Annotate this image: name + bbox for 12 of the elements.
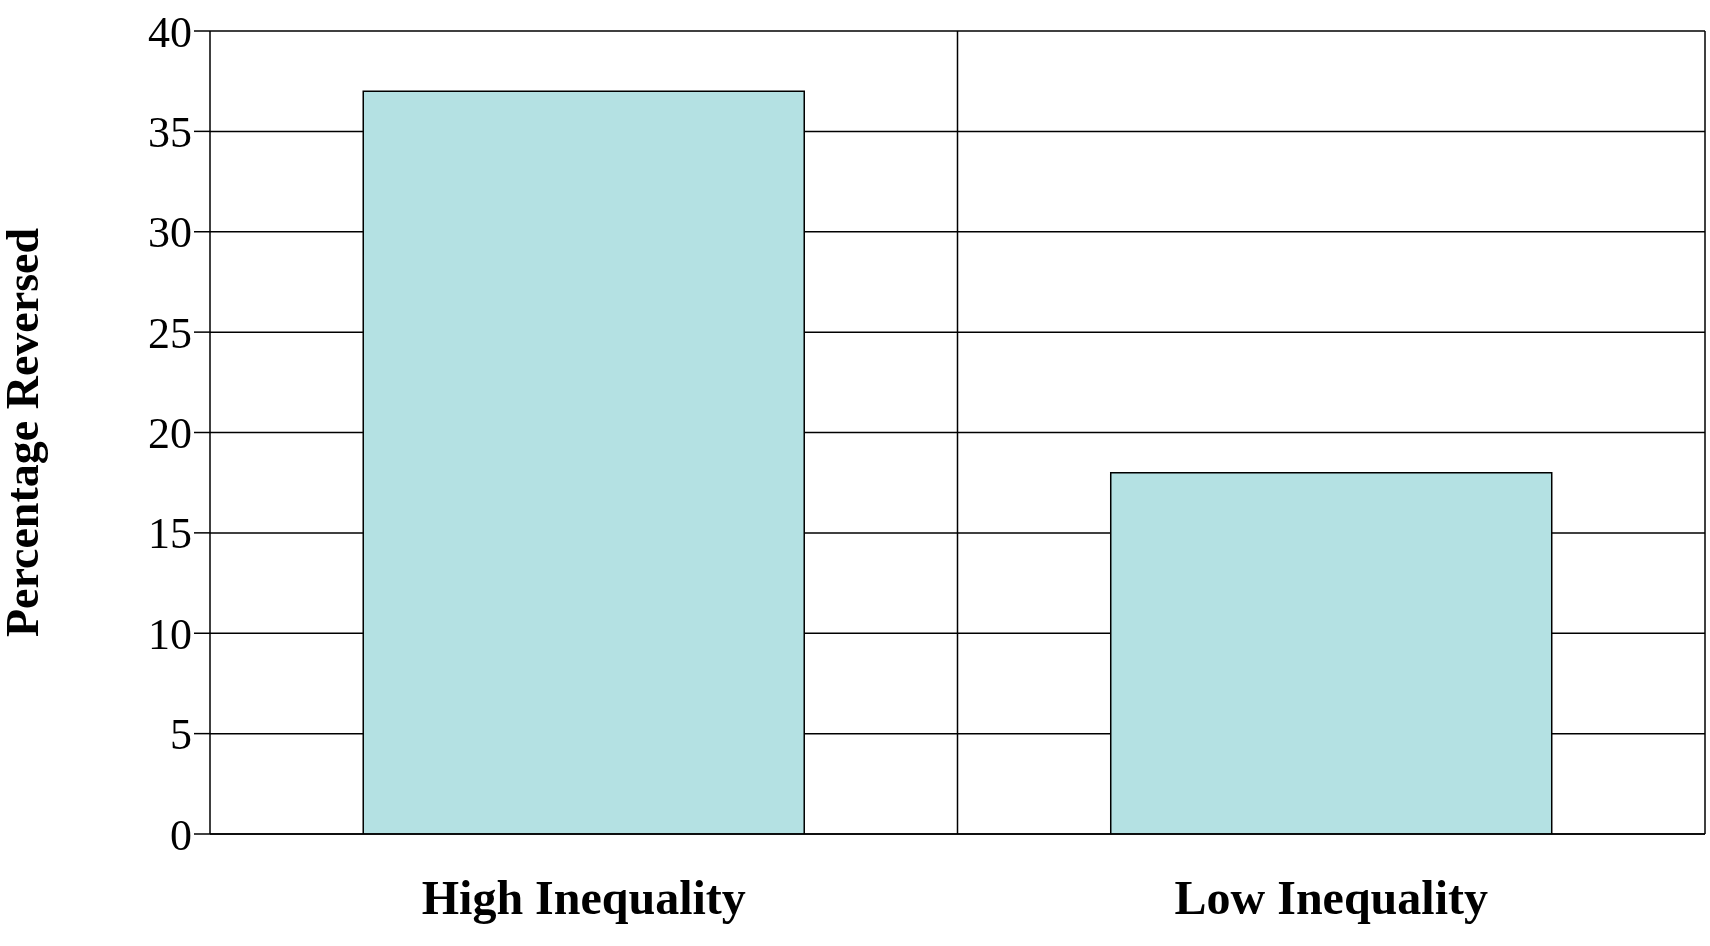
y-tick-label: 30 [148, 208, 192, 258]
y-tick-label: 10 [148, 609, 192, 659]
y-tick-label: 0 [170, 810, 192, 860]
y-tick-label: 15 [148, 509, 192, 559]
x-tick-label: High Inequality [421, 871, 746, 925]
y-axis-title: Percentage Reversed [0, 227, 49, 638]
y-tick-label: 35 [148, 107, 192, 157]
y-tick-label: 25 [148, 308, 192, 358]
y-tick-label: 5 [170, 710, 192, 760]
y-tick-label: 40 [148, 7, 192, 57]
x-tick-label: Low Inequality [1174, 871, 1488, 925]
y-tick-label: 20 [148, 409, 192, 459]
